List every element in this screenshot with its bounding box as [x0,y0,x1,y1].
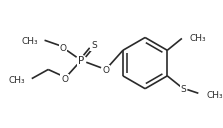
Text: S: S [181,85,187,94]
Text: CH₃: CH₃ [22,37,38,46]
Text: CH₃: CH₃ [189,34,206,43]
Text: O: O [59,44,66,53]
Text: S: S [91,41,97,50]
Text: O: O [61,75,68,84]
Text: CH₃: CH₃ [206,91,223,100]
Text: O: O [102,66,109,75]
Text: CH₃: CH₃ [9,76,25,85]
Text: P: P [78,56,84,66]
